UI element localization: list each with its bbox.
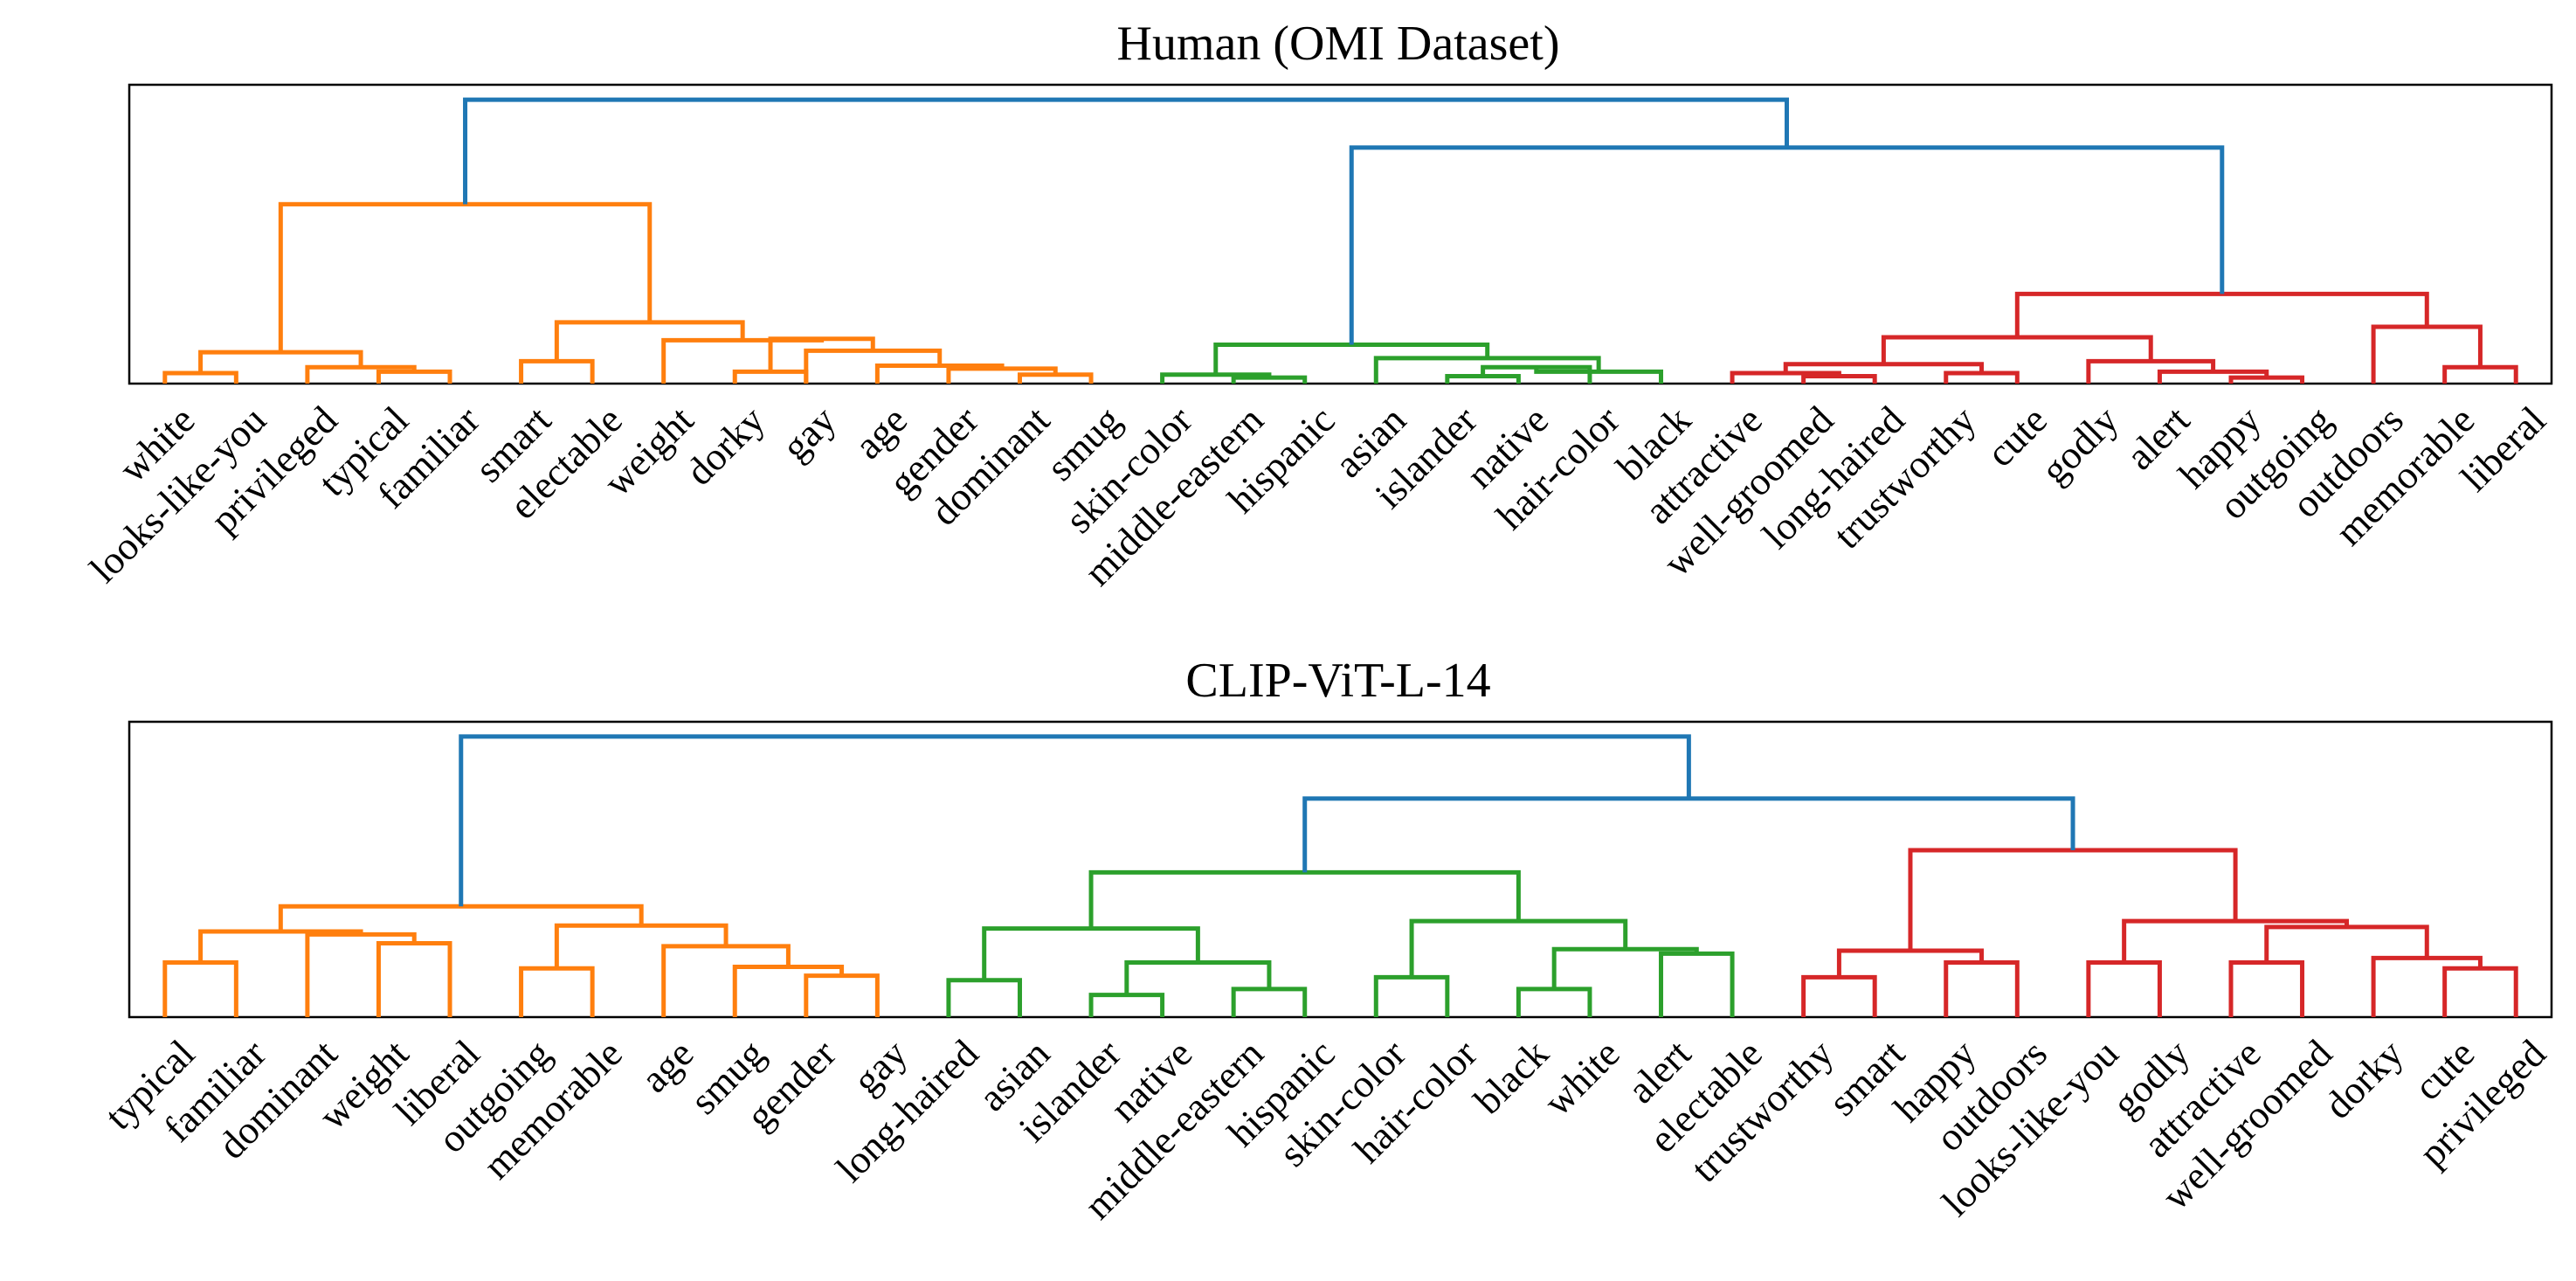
panel-human-omi: Human (OMI Dataset) whitelooks-like-youp… <box>81 17 2554 594</box>
link-green <box>1445 373 1521 384</box>
leaf-labels-clip: typicalfamiliardominantweightliberaloutg… <box>97 1031 2554 1228</box>
link-orange <box>376 369 452 384</box>
link-red <box>1944 370 2020 384</box>
link-green <box>1659 951 1735 1017</box>
link-red <box>2228 959 2305 1017</box>
link-green <box>982 926 1200 980</box>
leaf-label: liberal <box>2452 398 2554 500</box>
dendrogram-links-clip <box>162 734 2518 1017</box>
link-green <box>1231 987 1308 1017</box>
link-orange <box>198 350 363 374</box>
leaf-label: godly <box>2033 398 2127 492</box>
link-orange <box>519 358 595 384</box>
link-red <box>2014 291 2429 337</box>
link-orange <box>305 931 417 1017</box>
link-green <box>1088 993 1165 1017</box>
link-orange <box>661 337 825 384</box>
leaf-label: dorky <box>677 398 773 494</box>
leaf-label: dorky <box>2316 1031 2412 1127</box>
link-above <box>1349 145 2225 345</box>
link-orange <box>768 336 875 372</box>
link-red <box>1801 974 1877 1017</box>
link-above <box>1302 796 2075 873</box>
panel-title-clip: CLIP-ViT-L-14 <box>1185 654 1490 708</box>
link-green <box>1373 974 1450 1017</box>
link-orange <box>278 202 653 353</box>
link-orange <box>376 941 452 1017</box>
link-red <box>2442 364 2518 384</box>
plot-frame-clip <box>128 720 2553 1019</box>
link-above <box>463 97 1790 204</box>
link-green <box>946 978 1022 1017</box>
link-orange <box>519 966 595 1017</box>
panel-title-human: Human (OMI Dataset) <box>1117 17 1560 71</box>
link-red <box>1944 959 2020 1017</box>
leaf-label: black <box>1466 1031 1557 1123</box>
link-orange <box>1017 372 1094 384</box>
link-orange <box>732 369 809 384</box>
plot-frame-human <box>128 83 2553 385</box>
link-green <box>1516 987 1592 1017</box>
link-red <box>1801 373 1877 384</box>
link-orange <box>162 959 238 1017</box>
leaf-labels-human: whitelooks-like-youprivilegedtypicalfami… <box>81 398 2554 594</box>
link-orange <box>661 944 791 1017</box>
link-red <box>1908 848 2238 951</box>
leaf-label: white <box>1536 1031 1628 1124</box>
link-orange <box>162 370 238 384</box>
link-red <box>2371 324 2483 384</box>
link-above <box>459 734 1691 907</box>
link-orange <box>804 973 880 1017</box>
link-red <box>2442 966 2518 1017</box>
link-red <box>1730 370 1841 384</box>
leaf-label: gay <box>773 398 845 469</box>
link-red <box>2086 959 2162 1017</box>
dendrogram-links-human <box>162 97 2518 384</box>
panel-clip-vit: CLIP-ViT-L-14 typicalfamiliardominantwei… <box>97 654 2554 1228</box>
